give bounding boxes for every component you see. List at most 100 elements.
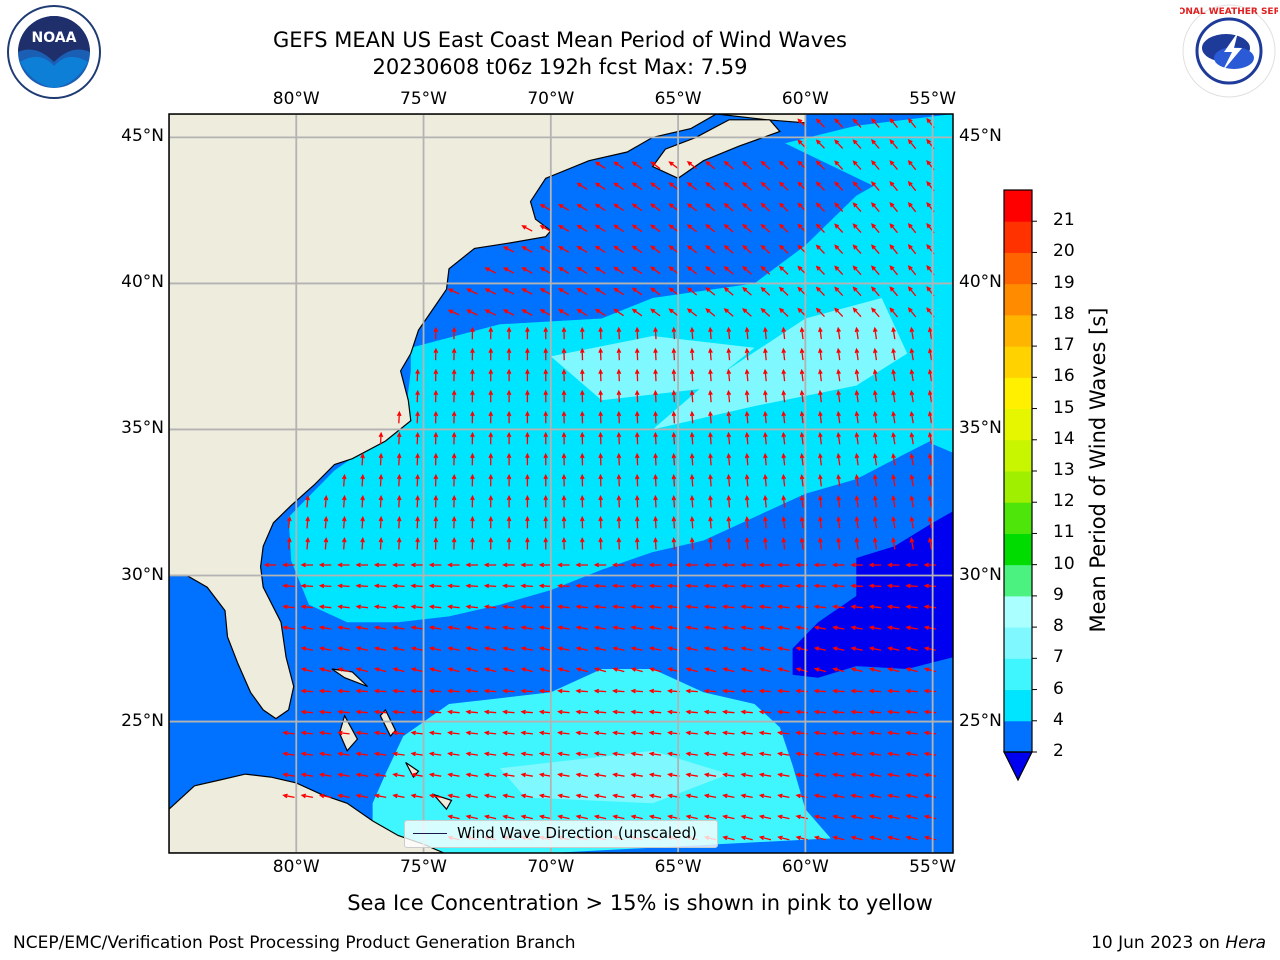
wave-arrow: [653, 389, 658, 403]
wave-arrow: [781, 537, 787, 550]
colorbar-tick-label: 8: [1053, 616, 1064, 637]
nws-logo: NATIONAL WEATHER SERVICE: [1180, 4, 1278, 98]
wave-arrow: [671, 347, 677, 361]
wave-arrow: [781, 431, 787, 445]
wave-arrow: [799, 431, 805, 445]
wave-arrow: [483, 562, 497, 568]
wave-arrow: [538, 709, 552, 715]
wave-arrow: [520, 751, 533, 757]
lat-tick-label-right: 40°N: [959, 272, 1002, 293]
wave-arrow: [836, 516, 841, 529]
wave-arrow: [740, 604, 753, 610]
colorbar-tick-label: 2: [1053, 741, 1064, 761]
wave-arrow: [907, 202, 917, 213]
wave-arrow: [891, 495, 896, 508]
wave-arrow: [355, 646, 368, 651]
wave-arrow: [705, 203, 716, 212]
wave-arrow: [392, 646, 405, 651]
lon-tick-label-bottom: 55°W: [909, 857, 957, 877]
wave-arrow: [671, 536, 677, 550]
wave-arrow: [852, 286, 862, 297]
wave-arrow: [763, 431, 768, 445]
wave-arrow: [373, 604, 387, 610]
wave-arrow: [763, 537, 768, 550]
wave-arrow: [433, 537, 439, 550]
wave-arrow: [870, 181, 880, 192]
wave-arrow: [502, 583, 515, 589]
colorbar-segment: [1004, 439, 1032, 472]
wave-arrow: [891, 389, 896, 403]
wave-arrow: [630, 688, 643, 694]
wave-arrow: [891, 537, 896, 550]
wave-arrow: [815, 118, 825, 128]
wave-arrow: [433, 431, 439, 445]
wave-arrow: [927, 410, 933, 424]
wave-arrow: [870, 118, 880, 128]
wave-arrow: [415, 537, 420, 550]
wave-arrow: [671, 410, 677, 424]
wave-arrow: [763, 410, 768, 424]
wave-arrow: [520, 625, 533, 631]
wave-arrow: [708, 516, 713, 529]
wave-arrow: [891, 516, 896, 529]
wave-arrow: [598, 515, 603, 529]
wave-arrow: [854, 473, 860, 487]
wave-arrow: [502, 709, 515, 715]
wave-arrow: [465, 646, 478, 651]
wave-arrow: [834, 307, 844, 318]
wave-arrow: [777, 667, 790, 673]
wave-arrow: [598, 431, 603, 445]
map-frame: [168, 113, 954, 854]
wave-arrow: [871, 160, 880, 171]
wave-arrow: [612, 751, 625, 757]
wave-arrow: [525, 494, 530, 508]
wave-arrow: [650, 161, 661, 170]
wave-arrow: [708, 389, 713, 403]
wave-arrow: [671, 452, 677, 466]
wave-arrow: [451, 368, 457, 382]
colorbar-segment: [1004, 377, 1032, 410]
wave-arrow: [850, 688, 863, 694]
wave-arrow: [703, 793, 717, 799]
wave-arrow: [488, 452, 494, 466]
wave-arrow: [778, 181, 789, 191]
wave-arrow: [686, 266, 698, 275]
wave-arrow: [392, 751, 405, 757]
wave-arrow: [575, 793, 588, 799]
wave-arrow: [558, 203, 570, 211]
wave-arrow: [831, 583, 845, 589]
wave-arrow: [832, 793, 845, 799]
wave-arrow: [815, 202, 825, 212]
wave-arrow: [483, 667, 497, 673]
colorbar: [1003, 189, 1037, 782]
wave-arrow: [538, 562, 552, 568]
wave-arrow: [763, 389, 768, 403]
wave-arrow: [689, 473, 695, 487]
wave-arrow: [634, 389, 640, 403]
wave-arrow: [818, 473, 823, 487]
wave-arrow: [484, 288, 496, 295]
wave-arrow: [850, 772, 863, 778]
wave-arrow: [832, 814, 845, 820]
wave-arrow: [538, 793, 552, 799]
wave-arrow: [300, 583, 314, 589]
wave-arrow: [740, 793, 753, 799]
wave-arrow: [282, 751, 295, 757]
wave-arrow: [689, 326, 695, 340]
chart-title: GEFS MEAN US East Coast Mean Period of W…: [273, 28, 847, 52]
wave-arrow: [631, 203, 643, 212]
wave-arrow: [433, 347, 439, 361]
wave-arrow: [355, 709, 368, 715]
colorbar-segment: [1004, 564, 1032, 597]
wave-arrow: [813, 751, 827, 757]
wave-arrow: [360, 452, 365, 466]
wave-arrow: [634, 537, 640, 550]
wave-arrow: [923, 751, 937, 757]
wave-arrow: [337, 730, 350, 736]
colorbar-segment: [1004, 408, 1032, 441]
wave-arrow: [726, 389, 732, 403]
wave-arrow: [872, 431, 878, 445]
wave-arrow: [575, 667, 588, 673]
wave-arrow: [433, 410, 439, 424]
wave-arrow: [927, 537, 933, 550]
